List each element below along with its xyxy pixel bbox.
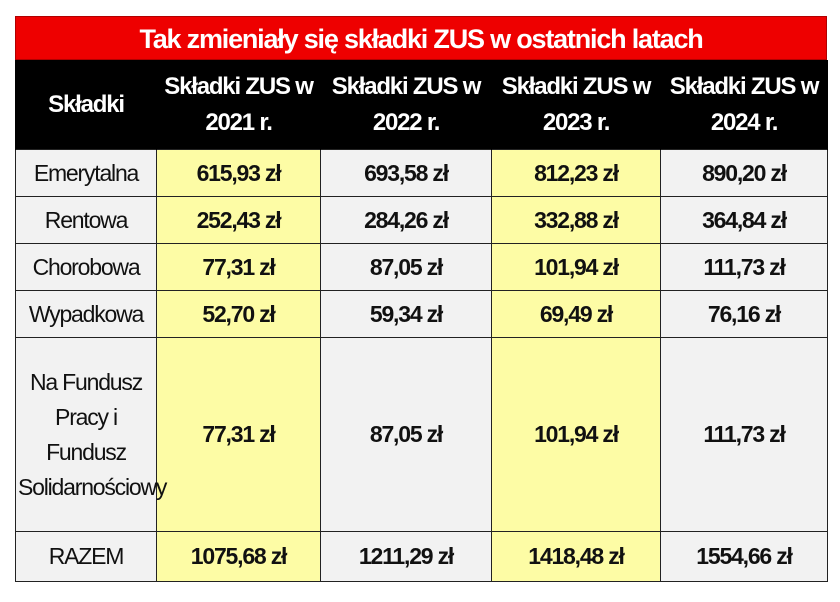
header-2022: Składki ZUS w 2022 r. [320,60,492,150]
table-title: Tak zmieniały się składki ZUS w ostatnic… [15,16,827,60]
zus-contributions-table: Składki Składki ZUS w 2021 r. Składki ZU… [15,60,828,582]
header-contribution: Składki [15,60,157,150]
header-row: Składki Składki ZUS w 2021 r. Składki ZU… [15,60,828,150]
cell-2022: 87,05 zł [320,243,492,291]
row-rentowa: Rentowa 252,43 zł 284,26 zł 332,88 zł 36… [15,196,828,244]
row-wypadkowa: Wypadkowa 52,70 zł 59,34 zł 69,49 zł 76,… [15,290,828,338]
header-2023: Składki ZUS w 2023 r. [491,60,661,150]
row-label: Rentowa [15,196,157,244]
row-label: RAZEM [15,531,157,582]
cell-2024: 111,73 zł [660,337,828,532]
row-label: Na Fundusz Pracy i Fundusz Solidarnościo… [15,337,167,532]
row-fundusz: Na Fundusz Pracy i Fundusz Solidarnościo… [15,337,828,532]
cell-2024: 76,16 zł [660,290,828,338]
row-chorobowa: Chorobowa 77,31 zł 87,05 zł 101,94 zł 11… [15,243,828,291]
cell-2023: 69,49 zł [491,290,661,338]
zus-table-container: Tak zmieniały się składki ZUS w ostatnic… [15,16,828,582]
row-razem: RAZEM 1075,68 zł 1211,29 zł 1418,48 zł 1… [15,531,828,582]
cell-2023: 101,94 zł [491,337,661,532]
cell-2023: 332,88 zł [491,196,661,244]
row-emerytalna: Emerytalna 615,93 zł 693,58 zł 812,23 zł… [15,149,828,197]
cell-2022: 693,58 zł [320,149,492,197]
cell-2022: 59,34 zł [320,290,492,338]
cell-2021: 615,93 zł [156,149,321,197]
cell-2024: 890,20 zł [660,149,828,197]
cell-2024: 111,73 zł [660,243,828,291]
cell-2024: 1554,66 zł [660,531,828,582]
cell-2023: 812,23 zł [491,149,661,197]
cell-2023: 1418,48 zł [491,531,661,582]
row-label: Chorobowa [15,243,157,291]
row-label: Wypadkowa [15,290,157,338]
cell-2023: 101,94 zł [491,243,661,291]
cell-2021: 77,31 zł [156,337,321,532]
cell-2022: 1211,29 zł [320,531,492,582]
cell-2021: 77,31 zł [156,243,321,291]
cell-2024: 364,84 zł [660,196,828,244]
header-2024: Składki ZUS w 2024 r. [660,60,828,150]
cell-2021: 252,43 zł [156,196,321,244]
cell-2022: 284,26 zł [320,196,492,244]
cell-2021: 1075,68 zł [156,531,321,582]
row-label: Emerytalna [15,149,157,197]
cell-2022: 87,05 zł [320,337,492,532]
cell-2021: 52,70 zł [156,290,321,338]
header-2021: Składki ZUS w 2021 r. [156,60,321,150]
